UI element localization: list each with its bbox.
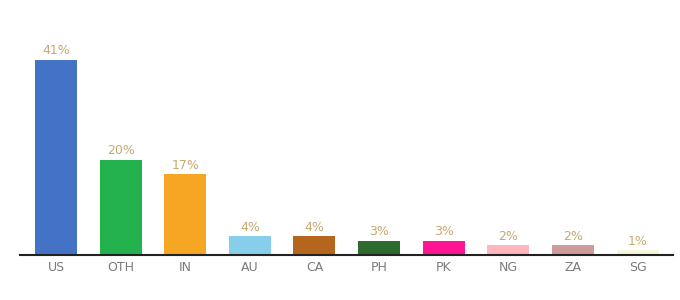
Bar [552,245,594,255]
Bar [229,236,271,255]
Text: 1%: 1% [628,235,647,248]
Text: 4%: 4% [240,220,260,234]
Text: 17%: 17% [171,159,199,172]
Bar [423,241,464,255]
Text: 3%: 3% [369,225,389,238]
Text: 3%: 3% [434,225,454,238]
Bar [35,60,77,255]
Bar [488,245,530,255]
Bar [617,250,659,255]
Bar [99,160,141,255]
Text: 4%: 4% [305,220,324,234]
Text: 2%: 2% [563,230,583,243]
Text: 20%: 20% [107,144,135,158]
Bar [294,236,335,255]
Text: 2%: 2% [498,230,518,243]
Bar [358,241,400,255]
Text: 41%: 41% [42,44,70,57]
Bar [164,174,206,255]
